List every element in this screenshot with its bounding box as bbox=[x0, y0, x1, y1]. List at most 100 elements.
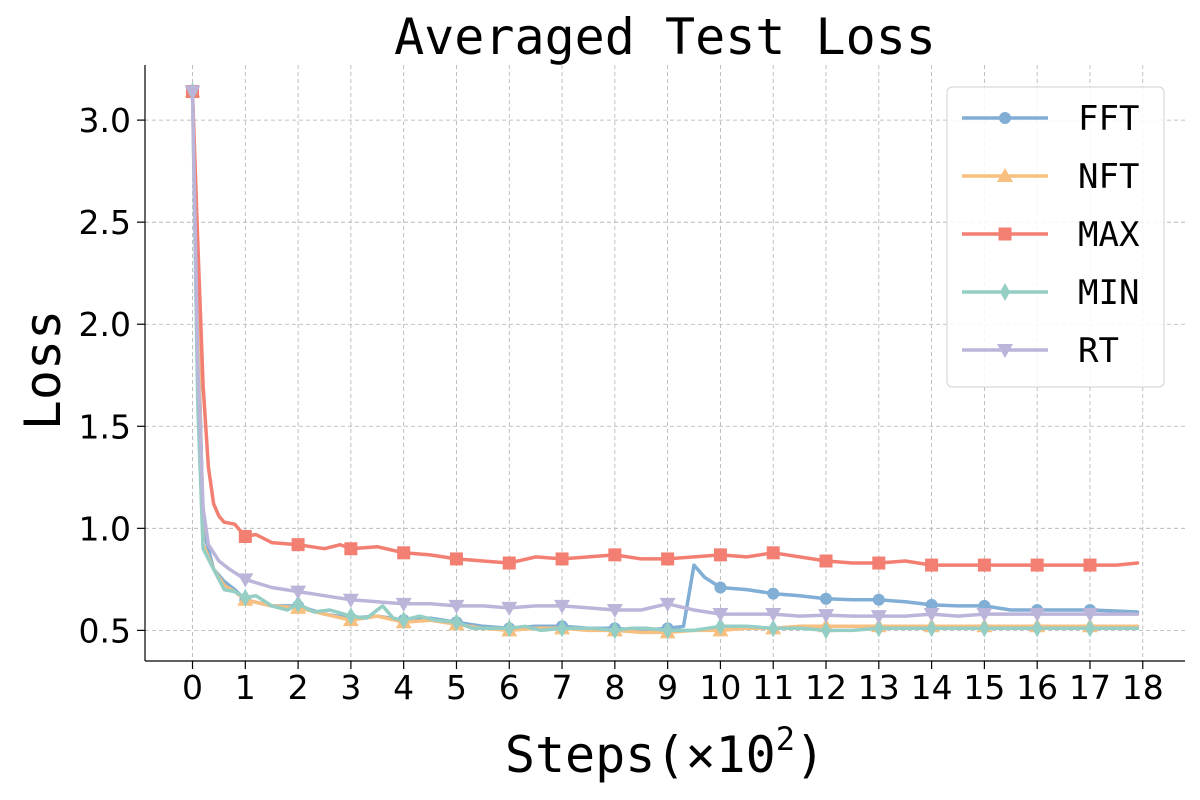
chart-title: Averaged Test Loss bbox=[394, 8, 936, 66]
data-point-min bbox=[293, 594, 304, 613]
x-tick-label: 2 bbox=[288, 668, 309, 707]
x-axis-label-exponent: 2 bbox=[776, 720, 795, 758]
data-point-max bbox=[661, 552, 675, 566]
x-tick-label: 15 bbox=[963, 668, 1005, 707]
data-point-rt bbox=[448, 599, 465, 614]
legend-label-min: MIN bbox=[1078, 273, 1139, 313]
data-point-rt bbox=[870, 610, 887, 625]
data-point-max bbox=[925, 558, 939, 572]
x-tick-label: 5 bbox=[446, 668, 467, 707]
data-point-max bbox=[397, 546, 411, 560]
x-tick-label: 6 bbox=[499, 668, 520, 707]
data-point-fft bbox=[820, 592, 833, 605]
legend-marker-fft bbox=[999, 112, 1011, 124]
data-point-max bbox=[238, 529, 252, 543]
data-point-min bbox=[557, 619, 568, 638]
legend-label-nft: NFT bbox=[1078, 157, 1139, 197]
data-point-rt bbox=[554, 599, 571, 614]
data-point-min bbox=[1084, 619, 1095, 638]
x-tick-label: 4 bbox=[393, 668, 414, 707]
data-point-rt bbox=[923, 608, 940, 623]
data-point-min bbox=[1032, 619, 1043, 638]
legend-frame bbox=[946, 86, 1165, 388]
data-point-rt bbox=[342, 593, 359, 608]
legend-marker-rt bbox=[997, 344, 1013, 358]
data-point-rt bbox=[501, 601, 518, 616]
data-point-rt bbox=[976, 608, 993, 623]
data-point-max bbox=[449, 552, 463, 566]
axes bbox=[144, 65, 1185, 662]
legend-label-rt: RT bbox=[1078, 331, 1119, 371]
data-point-rt bbox=[184, 85, 201, 100]
data-point-rt bbox=[659, 597, 676, 612]
legend: FFT NFT MAX MIN RT bbox=[946, 86, 1165, 388]
x-tick-label: 12 bbox=[805, 668, 847, 707]
data-point-min bbox=[662, 621, 673, 640]
x-tick-label: 3 bbox=[340, 668, 361, 707]
series-min bbox=[187, 82, 1140, 640]
x-tick-label: 18 bbox=[1122, 668, 1164, 707]
series-lines bbox=[184, 82, 1140, 640]
data-point-min bbox=[926, 619, 937, 638]
ticks: 0 1 2 3 4 5 6 7 8 9 10 11 12 13 14 15 16 17 180.51.01.52.0… bbox=[79, 101, 1164, 707]
data-point-rt bbox=[765, 608, 782, 623]
data-point-min bbox=[345, 607, 356, 626]
data-point-fft bbox=[714, 581, 727, 594]
data-point-max bbox=[713, 548, 727, 562]
x-tick-label: 14 bbox=[911, 668, 953, 707]
data-point-fft bbox=[925, 598, 938, 611]
x-tick-label: 8 bbox=[604, 668, 625, 707]
data-point-rt bbox=[606, 603, 623, 618]
data-point-rt bbox=[1029, 608, 1046, 623]
series-max bbox=[186, 85, 1140, 572]
data-point-max bbox=[555, 552, 569, 566]
y-tick-label: 2.5 bbox=[79, 203, 131, 242]
legend-entry-nft: NFT bbox=[962, 157, 1139, 197]
x-axis-label: Steps(×102) bbox=[505, 720, 825, 784]
data-point-min bbox=[398, 611, 409, 630]
x-tick-label: 7 bbox=[552, 668, 573, 707]
data-point-min bbox=[504, 619, 515, 638]
y-tick-label: 3.0 bbox=[79, 101, 131, 140]
y-tick-label: 0.5 bbox=[79, 611, 131, 650]
legend-marker-max bbox=[998, 227, 1012, 241]
data-point-rt bbox=[395, 597, 412, 612]
legend-entry-rt: RT bbox=[962, 331, 1119, 371]
data-point-max bbox=[291, 538, 305, 552]
x-tick-label: 9 bbox=[657, 668, 678, 707]
x-tick-label: 13 bbox=[858, 668, 900, 707]
y-axis-label: Loss bbox=[14, 310, 72, 430]
data-point-rt bbox=[237, 573, 254, 588]
data-point-min bbox=[240, 588, 251, 607]
data-point-max bbox=[608, 548, 622, 562]
series-line-nft bbox=[190, 89, 1140, 635]
data-point-fft bbox=[872, 593, 885, 606]
data-point-rt bbox=[818, 609, 835, 624]
series-line-min bbox=[190, 89, 1140, 633]
data-point-max bbox=[1030, 558, 1044, 572]
data-point-max bbox=[344, 542, 358, 556]
legend-entry-min: MIN bbox=[962, 273, 1139, 313]
x-tick-label: 16 bbox=[1016, 668, 1058, 707]
legend-marker-nft bbox=[997, 168, 1013, 182]
data-point-min bbox=[715, 617, 726, 636]
data-point-max bbox=[977, 558, 991, 572]
legend-entry-fft: FFT bbox=[962, 99, 1139, 139]
y-tick-label: 1.5 bbox=[79, 407, 131, 446]
legend-label-fft: FFT bbox=[1078, 99, 1139, 139]
data-point-rt bbox=[1081, 608, 1098, 623]
legend-label-max: MAX bbox=[1078, 215, 1140, 255]
data-point-max bbox=[872, 556, 886, 570]
data-point-max bbox=[766, 546, 780, 560]
data-point-min bbox=[979, 619, 990, 638]
data-point-max bbox=[502, 556, 516, 570]
data-point-max bbox=[1083, 558, 1097, 572]
legend-marker-min bbox=[1000, 283, 1010, 301]
data-point-min bbox=[768, 619, 779, 638]
data-point-fft bbox=[767, 587, 780, 600]
x-tick-label: 1 bbox=[235, 668, 256, 707]
data-point-rt bbox=[712, 608, 729, 623]
x-axis-label-suffix: ) bbox=[795, 726, 825, 784]
x-tick-label: 11 bbox=[752, 668, 794, 707]
